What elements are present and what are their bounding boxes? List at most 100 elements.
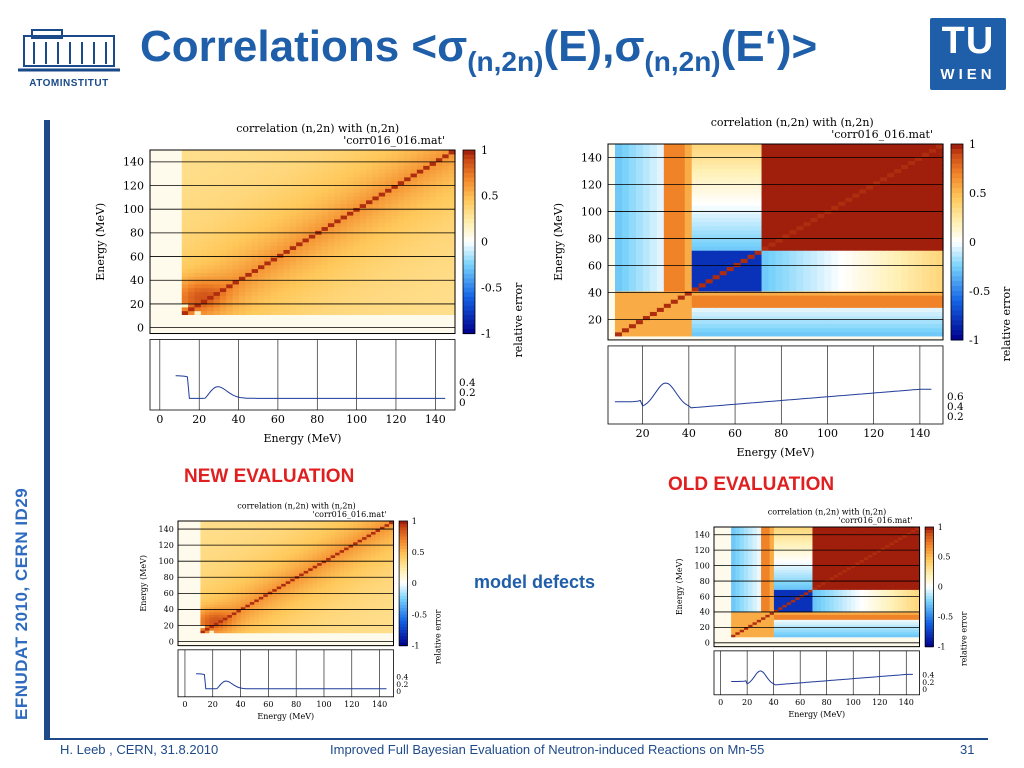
heatmap-cell: [308, 260, 316, 266]
heatmap-cell: [353, 241, 361, 247]
heatmap-cell: [238, 165, 246, 170]
heatmap-cell: [169, 222, 177, 228]
heatmap-cell: [162, 237, 170, 243]
heatmap-cell: [283, 218, 291, 224]
heatmap-cell: [251, 268, 259, 273]
heatmap-cell: [817, 197, 825, 202]
heatmap-cell: [207, 237, 215, 243]
heatmap-cell: [803, 148, 811, 153]
heatmap-cell: [416, 329, 424, 335]
heatmap-cell: [207, 226, 215, 231]
heatmap-cell: [353, 199, 361, 205]
heatmap-cell: [803, 156, 811, 161]
heatmap-cell: [315, 314, 323, 319]
heatmap-cell: [719, 233, 728, 239]
heatmap-cell: [635, 286, 644, 292]
heatmap-cell: [264, 287, 272, 293]
heatmap-cell: [302, 310, 310, 316]
heatmap-cell: [277, 172, 285, 178]
heatmap-cell: [880, 217, 888, 223]
heatmap-cell: [442, 218, 450, 224]
heatmap-cell: [691, 156, 700, 161]
heatmap-cell: [859, 278, 867, 284]
heatmap-cell: [346, 291, 354, 296]
heatmap-cell: [346, 314, 354, 319]
heatmap-cell: [614, 311, 623, 317]
heatmap-cell: [677, 160, 686, 166]
heatmap-cell: [929, 311, 937, 317]
heatmap-cell: [397, 295, 405, 300]
heatmap-cell: [423, 310, 431, 316]
heatmap-cell: [182, 622, 188, 626]
heatmap-cell: [448, 310, 456, 316]
heatmap-cell: [391, 279, 399, 285]
heatmap-cell: [649, 299, 658, 304]
heatmap-cell: [894, 197, 902, 202]
heatmap-cell: [747, 303, 756, 308]
heatmap-cell: [213, 257, 221, 262]
heatmap-cell: [894, 315, 902, 321]
heatmap-cell: [359, 226, 367, 231]
heatmap-cell: [423, 192, 431, 197]
heatmap-cell: [296, 214, 304, 220]
heatmap-cell: [346, 153, 354, 159]
heatmap-cell: [915, 188, 923, 194]
heatmap-cell: [181, 287, 189, 293]
heatmap-cell: [726, 266, 735, 272]
heatmap-cell: [705, 278, 714, 284]
heatmap-cell: [429, 314, 437, 319]
heatmap-cell: [929, 262, 937, 268]
heatmap-cell: [156, 234, 164, 239]
heatmap-cell: [670, 311, 679, 317]
heatmap-cell: [162, 306, 170, 312]
heatmap-cell: [698, 201, 707, 206]
heatmap-cell: [859, 192, 867, 198]
heatmap-cell: [656, 225, 665, 231]
heatmap-cell: [245, 279, 253, 285]
heatmap-cell: [922, 258, 930, 263]
heatmap-cell: [733, 180, 742, 186]
heatmap-cell: [435, 310, 443, 316]
heatmap-cell: [733, 295, 742, 300]
heatmap-cell: [677, 282, 686, 288]
heatmap-cell: [186, 565, 193, 569]
heatmap-cell: [915, 290, 923, 296]
heatmap-cell: [191, 572, 197, 577]
heatmap-cell: [908, 172, 916, 178]
heatmap-cell: [684, 180, 693, 186]
heatmap-cell: [372, 291, 380, 296]
heatmap-cell: [719, 229, 728, 235]
heatmap-cell: [156, 318, 164, 323]
heatmap-cell: [719, 176, 728, 182]
heatmap-cell: [908, 278, 916, 284]
heatmap-cell: [649, 237, 658, 243]
colorbar-segment: [463, 168, 475, 174]
heatmap-cell: [845, 233, 853, 239]
heatmap-cell: [782, 303, 791, 308]
y-tick-label: 80: [130, 227, 144, 240]
heatmap-cell: [391, 249, 399, 254]
heatmap-cell: [315, 184, 323, 189]
heatmap-cell: [719, 286, 728, 292]
heatmap-cell: [768, 254, 777, 259]
heatmap-cell: [901, 307, 909, 312]
heatmap-cell: [803, 327, 811, 333]
heatmap-cell: [334, 272, 342, 277]
heatmap-cell: [296, 161, 304, 166]
heatmap-cell: [656, 278, 665, 284]
heatmap-cell: [378, 264, 386, 270]
heatmap-cell: [391, 157, 399, 163]
heatmap-cell: [178, 588, 184, 592]
title-sigma-2: σ: [614, 22, 645, 71]
heatmap-cell: [213, 214, 221, 220]
heatmap-cell: [178, 609, 184, 613]
heatmap-cell: [182, 614, 188, 618]
heatmap-cell: [677, 233, 686, 239]
heatmap-cell: [391, 199, 399, 205]
heatmap-cell: [859, 311, 867, 317]
heatmap-cell: [321, 322, 329, 327]
heatmap-cell: [887, 278, 895, 284]
heatmap-cell: [232, 318, 240, 323]
heatmap-cell: [901, 327, 909, 333]
heatmap-cell: [642, 278, 651, 284]
